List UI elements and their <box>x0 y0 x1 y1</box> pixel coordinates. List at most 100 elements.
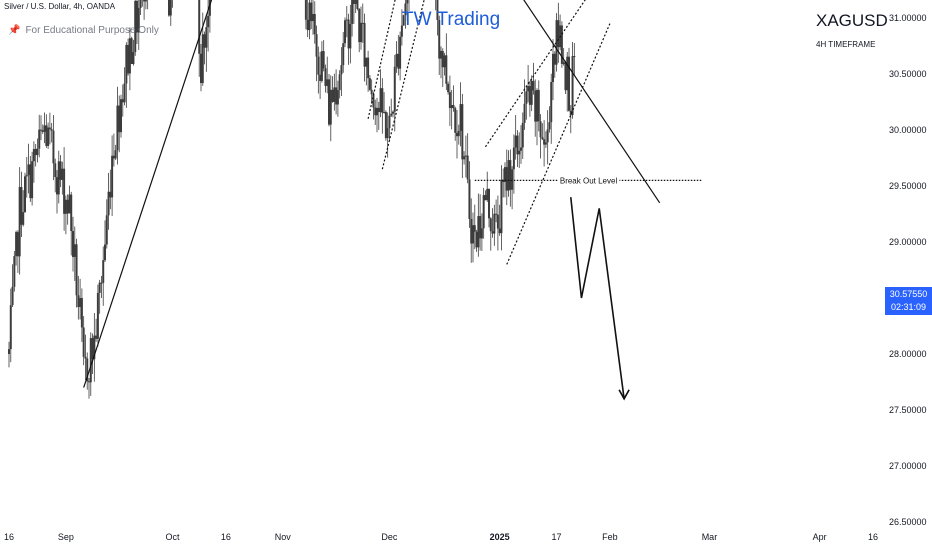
candle-body <box>335 87 338 105</box>
candle-body <box>564 62 567 91</box>
candle-body <box>358 8 361 43</box>
candle-body <box>47 127 50 146</box>
candle-body <box>459 104 462 131</box>
axis-layer: 26.5000027.0000027.5000028.0000028.50000… <box>4 13 927 542</box>
candle-body <box>491 231 494 234</box>
candle-body <box>112 155 115 159</box>
candle-body <box>354 0 357 4</box>
candle-body <box>402 15 405 26</box>
candle-body <box>370 89 373 95</box>
candle-body <box>488 188 490 219</box>
candle-body <box>27 164 30 176</box>
candle-body <box>125 44 128 84</box>
candle-body <box>347 19 350 49</box>
candle-body <box>82 327 85 357</box>
candle-body <box>205 27 208 48</box>
candle-body <box>560 25 563 64</box>
candle-body <box>553 53 556 65</box>
candle-body <box>486 188 489 201</box>
candle-body <box>395 53 398 67</box>
candle-body <box>447 83 450 93</box>
x-tick-label: 17 <box>552 532 562 542</box>
channel-upper-1 <box>367 0 396 119</box>
brand-label: TW Trading <box>402 9 501 30</box>
candle-body <box>525 91 528 104</box>
candle-body <box>495 213 498 215</box>
candle-body <box>351 0 354 24</box>
candle-body <box>388 115 391 129</box>
candle-body <box>102 260 105 283</box>
candle-body <box>493 213 496 234</box>
candle-body <box>9 305 12 350</box>
candle-body <box>505 167 508 191</box>
candle-body <box>88 381 90 383</box>
candle-body <box>404 3 407 16</box>
candle-body <box>109 191 112 198</box>
candle-body <box>456 132 458 137</box>
candle-body <box>470 218 473 244</box>
candle-body <box>317 56 320 75</box>
candle-body <box>566 56 569 91</box>
candle-body <box>84 356 87 359</box>
symbol-title: Silver / U.S. Dollar, 4h, OANDA <box>4 2 116 11</box>
y-tick-label: 30.50000 <box>889 69 927 79</box>
candle-body <box>463 156 466 160</box>
candle-body <box>530 80 533 105</box>
candle-body <box>344 20 346 44</box>
candle-body <box>16 232 19 257</box>
candle-body <box>29 164 32 199</box>
drawings-layer: Break Out LevelBreak Out Level <box>83 0 703 401</box>
candle-body <box>57 161 60 195</box>
candle-body <box>73 244 76 257</box>
x-tick-label: Nov <box>275 532 292 542</box>
y-tick-label: 30.00000 <box>889 125 927 135</box>
candle-body <box>86 358 89 382</box>
candle-body <box>361 22 364 24</box>
timeframe-label: 4H TIMEFRAME <box>816 40 876 49</box>
candle-body <box>376 107 378 116</box>
candle-body <box>468 179 471 219</box>
y-tick-label: 27.50000 <box>889 405 927 415</box>
candle-body <box>15 232 18 257</box>
candle-body <box>114 150 117 159</box>
candle-body <box>134 0 137 53</box>
candle-body <box>56 177 58 195</box>
candle-body <box>43 125 46 132</box>
candle-body <box>91 338 94 360</box>
candle-body <box>365 57 368 67</box>
current-price-value: 30.57550 <box>889 289 928 299</box>
current-price-countdown: 02:31:09 <box>890 302 927 312</box>
label-backdrop <box>557 176 620 186</box>
breakout-level-label: Break Out Level <box>560 176 618 185</box>
candle-body <box>98 282 101 293</box>
candle-body <box>473 225 476 232</box>
candle-body <box>536 90 538 122</box>
candle-body <box>144 0 147 2</box>
candle-body <box>548 122 551 130</box>
candle-body <box>75 244 78 296</box>
candle-body <box>40 129 42 131</box>
candle-body <box>386 128 389 139</box>
candle-body <box>512 147 515 170</box>
candle-body <box>537 90 540 122</box>
candle-body <box>368 78 371 90</box>
y-tick-label: 29.50000 <box>889 181 927 191</box>
candle-body <box>20 187 23 225</box>
candle-body <box>315 34 318 57</box>
candle-body <box>319 74 322 81</box>
candle-body <box>313 13 316 35</box>
candle-body <box>511 169 514 190</box>
candle-body <box>464 155 467 157</box>
y-tick-label: 28.00000 <box>889 349 927 359</box>
candle-body <box>200 53 202 84</box>
candle-body <box>324 68 327 86</box>
candle-body <box>38 129 41 149</box>
candle-body <box>336 90 339 105</box>
candle-body <box>541 137 544 140</box>
candle-body <box>390 113 393 116</box>
candle-body <box>13 256 16 287</box>
candle-body <box>557 20 560 48</box>
candle-body <box>400 25 403 37</box>
